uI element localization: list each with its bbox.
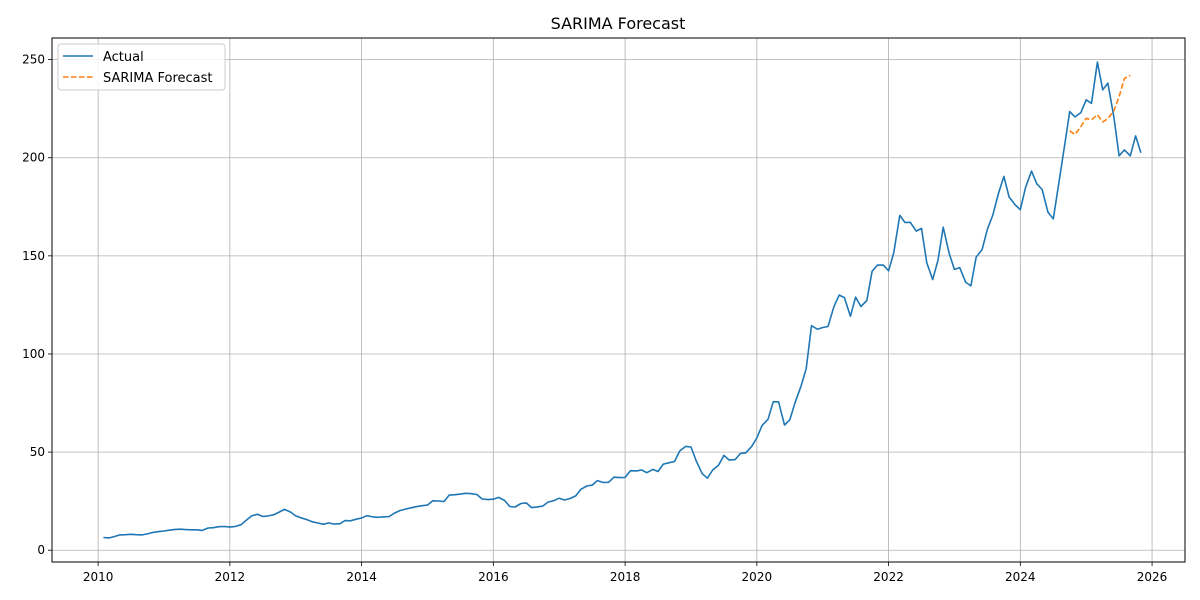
legend-label-forecast: SARIMA Forecast — [103, 71, 213, 86]
y-tick-label: 150 — [22, 249, 45, 263]
x-tick-label: 2022 — [873, 570, 904, 584]
grid-layer — [52, 38, 1185, 562]
y-tick-label: 100 — [22, 347, 45, 361]
x-tick-label: 2012 — [215, 570, 246, 584]
x-tick-label: 2026 — [1137, 570, 1168, 584]
x-tick-label: 2018 — [610, 570, 641, 584]
y-tick-label: 0 — [37, 543, 45, 557]
actual-series-line — [103, 61, 1142, 539]
chart-title: SARIMA Forecast — [551, 14, 686, 33]
x-tick-label: 2024 — [1005, 570, 1036, 584]
y-tick-label: 200 — [22, 151, 45, 165]
x-tick-label: 2020 — [742, 570, 773, 584]
legend-box — [57, 43, 226, 91]
x-tick-label: 2016 — [478, 570, 509, 584]
forecast-series-line — [1069, 74, 1131, 136]
tick-layer: 2010 2012 2014 2016 2018 2020 2022 2024 2026 0 50 1… — [22, 53, 1167, 584]
series-layer — [103, 61, 1142, 539]
x-tick-label: 2014 — [346, 570, 377, 584]
plot-frame — [51, 37, 1186, 563]
y-tick-label: 250 — [22, 53, 45, 67]
legend: Actual SARIMA Forecast — [57, 43, 226, 91]
x-tick-label: 2010 — [83, 570, 114, 584]
y-tick-label: 50 — [30, 445, 45, 459]
legend-label-actual: Actual — [103, 50, 144, 65]
